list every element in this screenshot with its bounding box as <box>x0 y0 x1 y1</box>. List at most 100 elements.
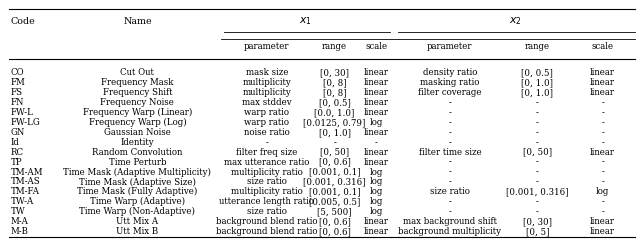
Text: -: - <box>449 98 451 107</box>
Text: -: - <box>449 197 451 206</box>
Text: linear: linear <box>590 68 615 77</box>
Text: -: - <box>536 177 539 186</box>
Text: Time Perturb: Time Perturb <box>109 158 166 167</box>
Text: linear: linear <box>590 217 615 226</box>
Text: log: log <box>369 197 383 206</box>
Text: -: - <box>601 108 604 117</box>
Text: linear: linear <box>364 78 388 87</box>
Text: Identity: Identity <box>120 138 154 147</box>
Text: -: - <box>601 168 604 176</box>
Text: M-A: M-A <box>11 217 29 226</box>
Text: -: - <box>601 177 604 186</box>
Text: Cut Out: Cut Out <box>120 68 154 77</box>
Text: -: - <box>601 197 604 206</box>
Text: -: - <box>266 138 268 147</box>
Text: log: log <box>369 168 383 176</box>
Text: scale: scale <box>365 42 387 51</box>
Text: -: - <box>449 168 451 176</box>
Text: Utt Mix A: Utt Mix A <box>116 217 159 226</box>
Text: masking ratio: masking ratio <box>420 78 480 87</box>
Text: [0, 0.5]: [0, 0.5] <box>319 98 351 107</box>
Text: -: - <box>536 158 539 167</box>
Text: [0, 0.6]: [0, 0.6] <box>319 217 351 226</box>
Text: log: log <box>369 187 383 196</box>
Text: warp ratio: warp ratio <box>244 108 289 117</box>
Text: TW-A: TW-A <box>11 197 34 206</box>
Text: TM-FA: TM-FA <box>11 187 40 196</box>
Text: background multiplicity: background multiplicity <box>399 227 502 236</box>
Text: FS: FS <box>11 88 23 97</box>
Text: warp ratio: warp ratio <box>244 118 289 127</box>
Text: [0.005, 0.5]: [0.005, 0.5] <box>309 197 360 206</box>
Text: -: - <box>536 118 539 127</box>
Text: $x_2$: $x_2$ <box>509 15 522 27</box>
Text: [0, 5]: [0, 5] <box>525 227 549 236</box>
Text: FM: FM <box>11 78 26 87</box>
Text: -: - <box>449 138 451 147</box>
Text: [0, 50]: [0, 50] <box>523 148 552 157</box>
Text: background blend ratio: background blend ratio <box>216 217 317 226</box>
Text: log: log <box>369 207 383 216</box>
Text: log: log <box>369 118 383 127</box>
Text: GN: GN <box>11 128 26 137</box>
Text: size ratio: size ratio <box>247 177 287 186</box>
Text: -: - <box>601 128 604 137</box>
Text: Frequency Warp (Log): Frequency Warp (Log) <box>88 118 186 127</box>
Text: TP: TP <box>11 158 22 167</box>
Text: -: - <box>536 168 539 176</box>
Text: linear: linear <box>364 227 388 236</box>
Text: size ratio: size ratio <box>430 187 470 196</box>
Text: mask size: mask size <box>246 68 288 77</box>
Text: -: - <box>449 108 451 117</box>
Text: range: range <box>525 42 550 51</box>
Text: [0.001, 0.316]: [0.001, 0.316] <box>303 177 366 186</box>
Text: density ratio: density ratio <box>423 68 477 77</box>
Text: filter freq size: filter freq size <box>236 148 298 157</box>
Text: -: - <box>449 207 451 216</box>
Text: [0, 1.0]: [0, 1.0] <box>319 128 351 137</box>
Text: TW: TW <box>11 207 26 216</box>
Text: [0.001, 0.1]: [0.001, 0.1] <box>309 187 360 196</box>
Text: TM-AS: TM-AS <box>11 177 41 186</box>
Text: linear: linear <box>590 148 615 157</box>
Text: linear: linear <box>364 158 388 167</box>
Text: linear: linear <box>590 88 615 97</box>
Text: Frequency Warp (Linear): Frequency Warp (Linear) <box>83 108 192 117</box>
Text: [0.001, 0.316]: [0.001, 0.316] <box>506 187 568 196</box>
Text: Time Warp (Adaptive): Time Warp (Adaptive) <box>90 197 185 206</box>
Text: size ratio: size ratio <box>247 207 287 216</box>
Text: parameter: parameter <box>428 42 473 51</box>
Text: multiplicity ratio: multiplicity ratio <box>231 168 303 176</box>
Text: -: - <box>536 108 539 117</box>
Text: [0, 1.0]: [0, 1.0] <box>522 78 554 87</box>
Text: -: - <box>449 118 451 127</box>
Text: [0, 8]: [0, 8] <box>323 78 346 87</box>
Text: M-B: M-B <box>11 227 29 236</box>
Text: -: - <box>601 118 604 127</box>
Text: [0, 30]: [0, 30] <box>523 217 552 226</box>
Text: [0, 0.6]: [0, 0.6] <box>319 158 351 167</box>
Text: linear: linear <box>364 88 388 97</box>
Text: filter time size: filter time size <box>419 148 481 157</box>
Text: Gaussian Noise: Gaussian Noise <box>104 128 171 137</box>
Text: -: - <box>374 138 378 147</box>
Text: max utterance ratio: max utterance ratio <box>224 158 310 167</box>
Text: -: - <box>333 138 336 147</box>
Text: linear: linear <box>590 78 615 87</box>
Text: Frequency Shift: Frequency Shift <box>102 88 172 97</box>
Text: log: log <box>369 177 383 186</box>
Text: -: - <box>536 207 539 216</box>
Text: [0, 0.6]: [0, 0.6] <box>319 227 351 236</box>
Text: multiplicity: multiplicity <box>243 78 291 87</box>
Text: $x_1$: $x_1$ <box>300 15 312 27</box>
Text: parameter: parameter <box>244 42 289 51</box>
Text: linear: linear <box>364 217 388 226</box>
Text: Utt Mix B: Utt Mix B <box>116 227 159 236</box>
Text: [0.0125, 0.79]: [0.0125, 0.79] <box>303 118 366 127</box>
Text: Time Mask (Adaptive Multiplicity): Time Mask (Adaptive Multiplicity) <box>63 167 211 177</box>
Text: linear: linear <box>590 227 615 236</box>
Text: [0.0, 1.0]: [0.0, 1.0] <box>314 108 355 117</box>
Text: -: - <box>601 158 604 167</box>
Text: -: - <box>601 138 604 147</box>
Text: Frequency Noise: Frequency Noise <box>100 98 174 107</box>
